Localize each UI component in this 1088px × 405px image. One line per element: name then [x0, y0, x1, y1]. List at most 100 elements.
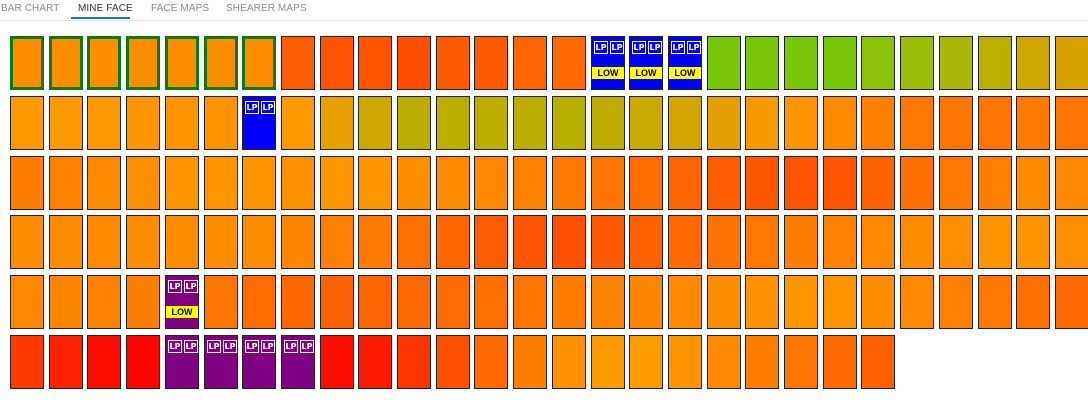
face-cell[interactable] [668, 215, 702, 269]
face-cell[interactable] [900, 275, 934, 329]
face-cell[interactable] [49, 156, 83, 210]
face-cell[interactable] [629, 335, 663, 389]
face-cell[interactable] [784, 215, 818, 269]
face-cell[interactable] [126, 215, 160, 269]
face-cell[interactable] [87, 335, 121, 389]
face-cell[interactable] [397, 215, 431, 269]
face-cell[interactable] [281, 156, 315, 210]
face-cell[interactable] [358, 275, 392, 329]
face-cell[interactable] [397, 156, 431, 210]
face-cell[interactable] [784, 335, 818, 389]
face-cell[interactable] [358, 156, 392, 210]
tab-bar-chart[interactable]: BAR CHART [1, 3, 60, 14]
face-cell[interactable] [165, 36, 199, 90]
face-cell[interactable] [204, 215, 238, 269]
face-cell[interactable] [358, 335, 392, 389]
face-cell[interactable] [436, 156, 470, 210]
face-cell[interactable] [49, 335, 83, 389]
face-cell[interactable] [87, 215, 121, 269]
face-cell[interactable] [49, 275, 83, 329]
face-cell[interactable] [978, 96, 1012, 150]
face-cell[interactable] [474, 275, 508, 329]
face-cell[interactable] [707, 156, 741, 210]
face-cell[interactable]: LP LP LOW [591, 36, 625, 90]
face-cell[interactable] [784, 36, 818, 90]
face-cell[interactable] [513, 335, 547, 389]
face-cell[interactable] [474, 36, 508, 90]
face-cell[interactable] [861, 275, 895, 329]
face-cell[interactable] [861, 36, 895, 90]
face-cell[interactable] [823, 156, 857, 210]
face-cell[interactable] [204, 96, 238, 150]
face-cell[interactable] [204, 156, 238, 210]
face-cell[interactable] [861, 335, 895, 389]
face-cell[interactable] [707, 275, 741, 329]
face-cell[interactable] [126, 335, 160, 389]
face-cell[interactable] [10, 156, 44, 210]
face-cell[interactable] [939, 275, 973, 329]
face-cell[interactable] [436, 335, 470, 389]
face-cell[interactable] [474, 156, 508, 210]
face-cell[interactable] [358, 96, 392, 150]
face-cell[interactable] [165, 96, 199, 150]
face-cell[interactable] [126, 36, 160, 90]
face-cell[interactable] [552, 275, 586, 329]
face-cell[interactable] [668, 156, 702, 210]
face-cell[interactable] [552, 156, 586, 210]
face-cell[interactable] [320, 335, 354, 389]
face-cell[interactable] [939, 96, 973, 150]
face-cell[interactable] [281, 275, 315, 329]
face-cell[interactable]: LP LP [281, 335, 315, 389]
face-cell[interactable]: LP LP [242, 335, 276, 389]
face-cell[interactable] [823, 215, 857, 269]
face-cell[interactable]: LP LP [204, 335, 238, 389]
face-cell[interactable] [978, 215, 1012, 269]
face-cell[interactable] [900, 96, 934, 150]
face-cell[interactable] [513, 275, 547, 329]
face-cell[interactable] [281, 215, 315, 269]
face-cell[interactable] [126, 156, 160, 210]
face-cell[interactable] [629, 215, 663, 269]
face-cell[interactable] [397, 335, 431, 389]
face-cell[interactable] [745, 335, 779, 389]
face-cell[interactable] [204, 275, 238, 329]
face-cell[interactable] [900, 36, 934, 90]
face-cell[interactable] [1016, 36, 1050, 90]
face-cell[interactable] [1055, 156, 1088, 210]
face-cell[interactable] [474, 335, 508, 389]
face-cell[interactable] [513, 36, 547, 90]
face-cell[interactable] [165, 156, 199, 210]
face-cell[interactable] [900, 156, 934, 210]
face-cell[interactable] [823, 36, 857, 90]
face-cell[interactable] [707, 215, 741, 269]
face-cell[interactable] [629, 275, 663, 329]
face-cell[interactable] [320, 275, 354, 329]
face-cell[interactable] [1016, 96, 1050, 150]
face-cell[interactable] [436, 215, 470, 269]
face-cell[interactable]: LP LP LOW [629, 36, 663, 90]
face-cell[interactable] [939, 215, 973, 269]
face-cell[interactable] [320, 215, 354, 269]
face-cell[interactable] [436, 96, 470, 150]
face-cell[interactable] [1055, 275, 1088, 329]
face-cell[interactable] [513, 96, 547, 150]
face-cell[interactable] [823, 275, 857, 329]
face-cell[interactable] [49, 96, 83, 150]
face-cell[interactable] [320, 96, 354, 150]
face-cell[interactable] [668, 275, 702, 329]
face-cell[interactable] [591, 335, 625, 389]
face-cell[interactable] [87, 275, 121, 329]
face-cell[interactable] [10, 36, 44, 90]
face-cell[interactable] [1016, 215, 1050, 269]
face-cell[interactable] [358, 215, 392, 269]
face-cell[interactable] [823, 96, 857, 150]
tab-shearer-maps[interactable]: SHEARER MAPS [226, 3, 307, 14]
face-cell[interactable] [668, 96, 702, 150]
face-cell[interactable] [552, 215, 586, 269]
face-cell[interactable] [10, 275, 44, 329]
face-cell[interactable] [474, 96, 508, 150]
face-cell[interactable] [552, 36, 586, 90]
face-cell[interactable] [745, 156, 779, 210]
face-cell[interactable] [707, 96, 741, 150]
face-cell[interactable] [126, 96, 160, 150]
